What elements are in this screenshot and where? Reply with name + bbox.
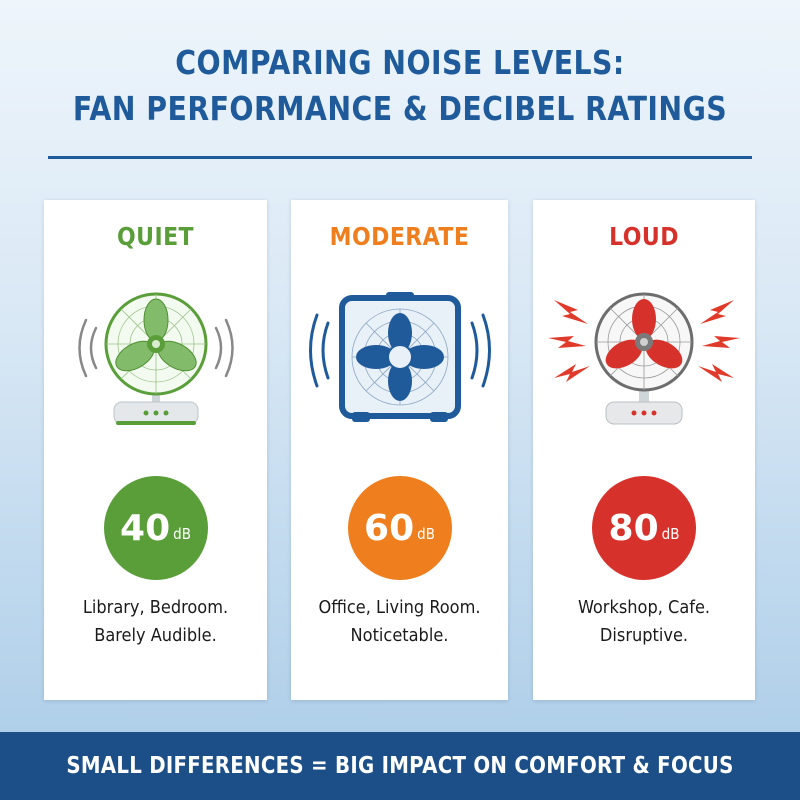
description-loud: Workshop, Cafe. Disruptive. [533, 594, 755, 650]
decibel-value: 40 [120, 507, 171, 549]
description-line-1: Library, Bedroom. [82, 597, 229, 618]
decibel-badge-loud: 80 dB [592, 476, 696, 580]
decibel-value: 60 [364, 507, 415, 549]
card-moderate: MODERATE 60 dB Office, Living Room. Noti… [291, 200, 508, 700]
level-label-moderate: MODERATE [329, 222, 470, 251]
page-title: COMPARING NOISE LEVELS: FAN PERFORMANCE … [56, 40, 744, 132]
decibel-unit: dB [173, 525, 191, 543]
description-quiet: Library, Bedroom. Barely Audible. [44, 594, 267, 650]
description-line-1: Office, Living Room. [318, 597, 481, 618]
title-line-2: FAN PERFORMANCE & DECIBEL RATINGS [72, 89, 728, 128]
decibel-badge-moderate: 60 dB [347, 476, 452, 580]
box-fan-icon [308, 292, 491, 422]
title-divider [48, 156, 752, 159]
description-line-2: Disruptive. [599, 625, 689, 646]
description-moderate: Office, Living Room. Noticetable. [291, 594, 508, 650]
decibel-unit: dB [661, 525, 680, 543]
description-line-1: Workshop, Cafe. [577, 597, 711, 618]
level-label-loud: LOUD [609, 222, 679, 251]
card-quiet: QUIET 40 dB Library, Bedroom. Barely Aud… [44, 200, 267, 700]
card-loud: LOUD 80 dB Workshop, Cafe. Dis [533, 200, 755, 700]
description-line-2: Noticetable. [350, 625, 449, 646]
title-line-1: COMPARING NOISE LEVELS: [175, 43, 625, 82]
loud-fan-icon [548, 292, 740, 425]
description-line-2: Barely Audible. [94, 625, 217, 646]
level-label-quiet: QUIET [117, 222, 194, 251]
decibel-badge-quiet: 40 dB [103, 476, 208, 580]
footer-text: SMALL DIFFERENCES = BIG IMPACT ON COMFOR… [66, 753, 734, 779]
decibel-value: 80 [608, 507, 659, 549]
decibel-unit: dB [417, 525, 435, 543]
desk-fan-icon [77, 292, 234, 425]
footer-banner: SMALL DIFFERENCES = BIG IMPACT ON COMFOR… [0, 732, 800, 800]
